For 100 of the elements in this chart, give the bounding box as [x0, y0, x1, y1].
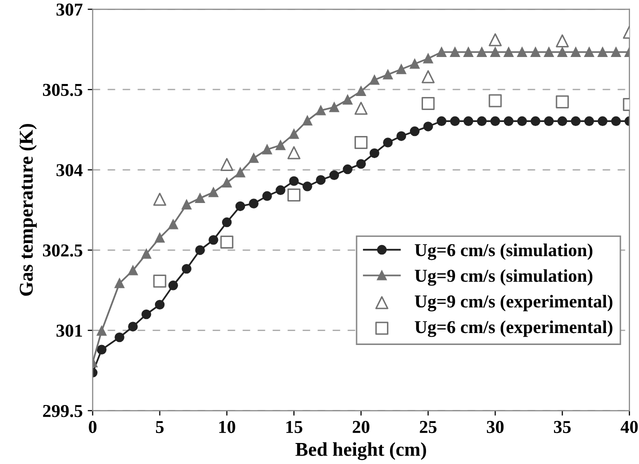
x-tick-label: 10 [219, 420, 236, 434]
point [128, 266, 138, 276]
point [195, 245, 205, 255]
point [436, 47, 446, 57]
point [422, 70, 435, 84]
point [611, 47, 621, 57]
point [570, 116, 581, 126]
point [289, 129, 299, 139]
y-tick-label: 302.5 [42, 244, 82, 257]
point [276, 140, 286, 150]
point [557, 47, 568, 57]
point [584, 116, 594, 126]
point [182, 200, 192, 210]
point [488, 94, 502, 108]
point [289, 176, 299, 186]
point [598, 47, 608, 57]
point [354, 102, 368, 115]
point [248, 153, 259, 163]
x-tick-label: 15 [286, 420, 302, 434]
point [370, 75, 380, 85]
y-tick-label: 305.5 [42, 84, 82, 96]
point [316, 175, 326, 185]
point [208, 235, 218, 245]
point [222, 217, 232, 228]
point [450, 116, 460, 126]
point [235, 201, 246, 212]
point [530, 116, 540, 126]
x-tick-label: 25 [420, 420, 436, 434]
point [557, 116, 568, 126]
x-tick-label: 0 [88, 420, 96, 434]
point [488, 33, 502, 46]
point [570, 47, 581, 57]
point [517, 47, 527, 57]
point [220, 158, 234, 171]
point [422, 96, 435, 110]
point [153, 192, 166, 206]
point [476, 47, 487, 57]
point [383, 70, 393, 80]
point [342, 164, 352, 174]
point [544, 47, 554, 57]
point [302, 182, 312, 192]
point [302, 116, 312, 126]
point [410, 126, 420, 136]
point [329, 102, 340, 112]
point [316, 106, 326, 116]
x-axis-title: Bed height (cm) [295, 442, 426, 460]
point [329, 170, 340, 180]
x-tick-label: 30 [486, 420, 504, 434]
legend-label: Ug=9 cm/s (simulation) [414, 269, 592, 286]
point [423, 122, 433, 132]
point [128, 322, 138, 332]
point [530, 47, 540, 57]
point [168, 220, 178, 230]
point [168, 280, 178, 290]
y-tick-label: 304 [56, 164, 83, 176]
point [490, 47, 500, 57]
point [556, 34, 569, 48]
point [262, 144, 272, 154]
point [383, 138, 393, 148]
point [208, 187, 218, 198]
x-tick-label: 40 [620, 420, 638, 434]
point [114, 278, 124, 288]
y-tick-label: 301 [56, 324, 82, 337]
point [342, 94, 352, 105]
point [153, 274, 166, 288]
point [423, 54, 433, 64]
point [114, 332, 124, 342]
point [396, 64, 406, 74]
point [464, 116, 474, 126]
point [235, 168, 246, 178]
point [490, 116, 500, 126]
point [220, 236, 234, 249]
point [584, 47, 594, 57]
x-tick-label: 20 [352, 420, 370, 434]
x-tick-label: 5 [156, 421, 164, 434]
point [287, 188, 300, 202]
point [96, 344, 107, 354]
x-tick-label: 35 [554, 420, 571, 434]
point [611, 116, 621, 126]
point [182, 264, 192, 274]
point [476, 116, 487, 126]
point [141, 309, 152, 320]
point [396, 131, 406, 141]
legend-label: Ug=6 cm/s (simulation) [414, 244, 592, 260]
legend-label: Ug=9 cm/s (experimental) [414, 294, 612, 312]
point [544, 116, 554, 126]
point [195, 193, 205, 204]
y-axis-title: Gas temperature (K) [19, 124, 37, 296]
point [262, 191, 272, 201]
point [370, 148, 380, 158]
point [287, 146, 300, 160]
point [141, 248, 152, 259]
point [96, 326, 107, 336]
legend-label: Ug=6 cm/s (experimental) [414, 320, 612, 338]
y-tick-label: 307 [56, 4, 82, 16]
point [464, 47, 474, 57]
point [450, 47, 460, 57]
y-tick-label: 299.5 [43, 404, 82, 418]
point [154, 232, 165, 243]
point [356, 159, 366, 169]
